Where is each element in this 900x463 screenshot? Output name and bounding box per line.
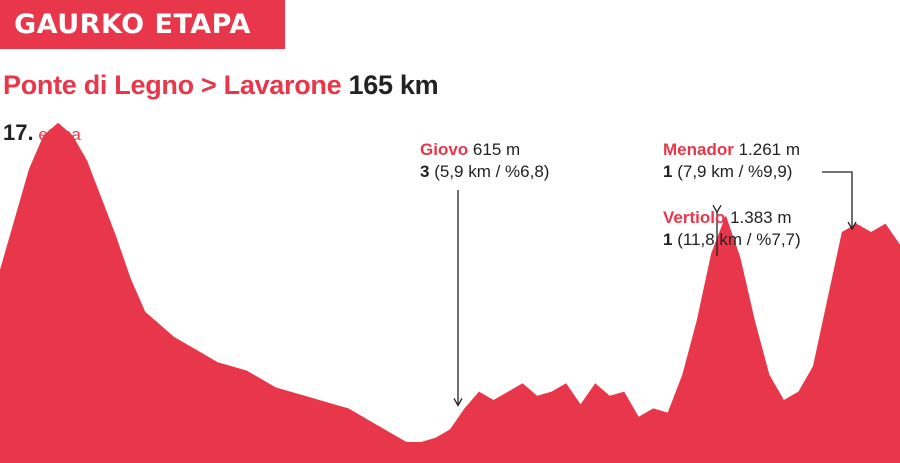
- arrow-down-icon: [712, 204, 722, 214]
- climb-label-menador: Menador 1.261 m 1 (7,9 km / %9,9): [663, 139, 800, 183]
- route-title: Ponte di Legno > Lavarone 165 km: [3, 70, 439, 101]
- climb-label-vertiolo: Vertiolo 1.383 m 1 (11,8 km / %7,7): [663, 207, 801, 251]
- climb-details: (7,9 km / %9,9): [677, 162, 793, 181]
- climb-name: Giovo: [420, 140, 469, 159]
- climb-category: 1: [663, 230, 673, 249]
- climb-altitude: 1.261 m: [738, 140, 801, 159]
- route-distance: 165 km: [348, 70, 439, 100]
- climb-marker-line-menador: [822, 171, 853, 229]
- climb-altitude: 1.383 m: [730, 208, 792, 227]
- climb-name: Menador: [663, 140, 734, 159]
- climb-label-giovo: Giovo 615 m 3 (5,9 km / %6,8): [420, 139, 549, 183]
- arrow-down-icon: [847, 221, 857, 231]
- stage-number: 17.: [3, 120, 34, 145]
- elevation-area: [0, 122, 900, 463]
- climb-category: 3: [420, 162, 430, 181]
- arrow-down-icon: [453, 398, 463, 407]
- climb-name: Vertiolo: [663, 208, 726, 227]
- climb-details: (11,8 km / %7,7): [677, 230, 801, 249]
- stage-label: 17. etapa: [3, 120, 81, 146]
- stage-text: etapa: [38, 125, 81, 144]
- climb-details: (5,9 km / %6,8): [434, 162, 550, 181]
- header-badge: GAURKO ETAPA: [0, 0, 285, 49]
- climb-category: 1: [663, 162, 673, 181]
- climb-altitude: 615 m: [472, 140, 521, 159]
- route-name: Ponte di Legno > Lavarone: [3, 70, 342, 100]
